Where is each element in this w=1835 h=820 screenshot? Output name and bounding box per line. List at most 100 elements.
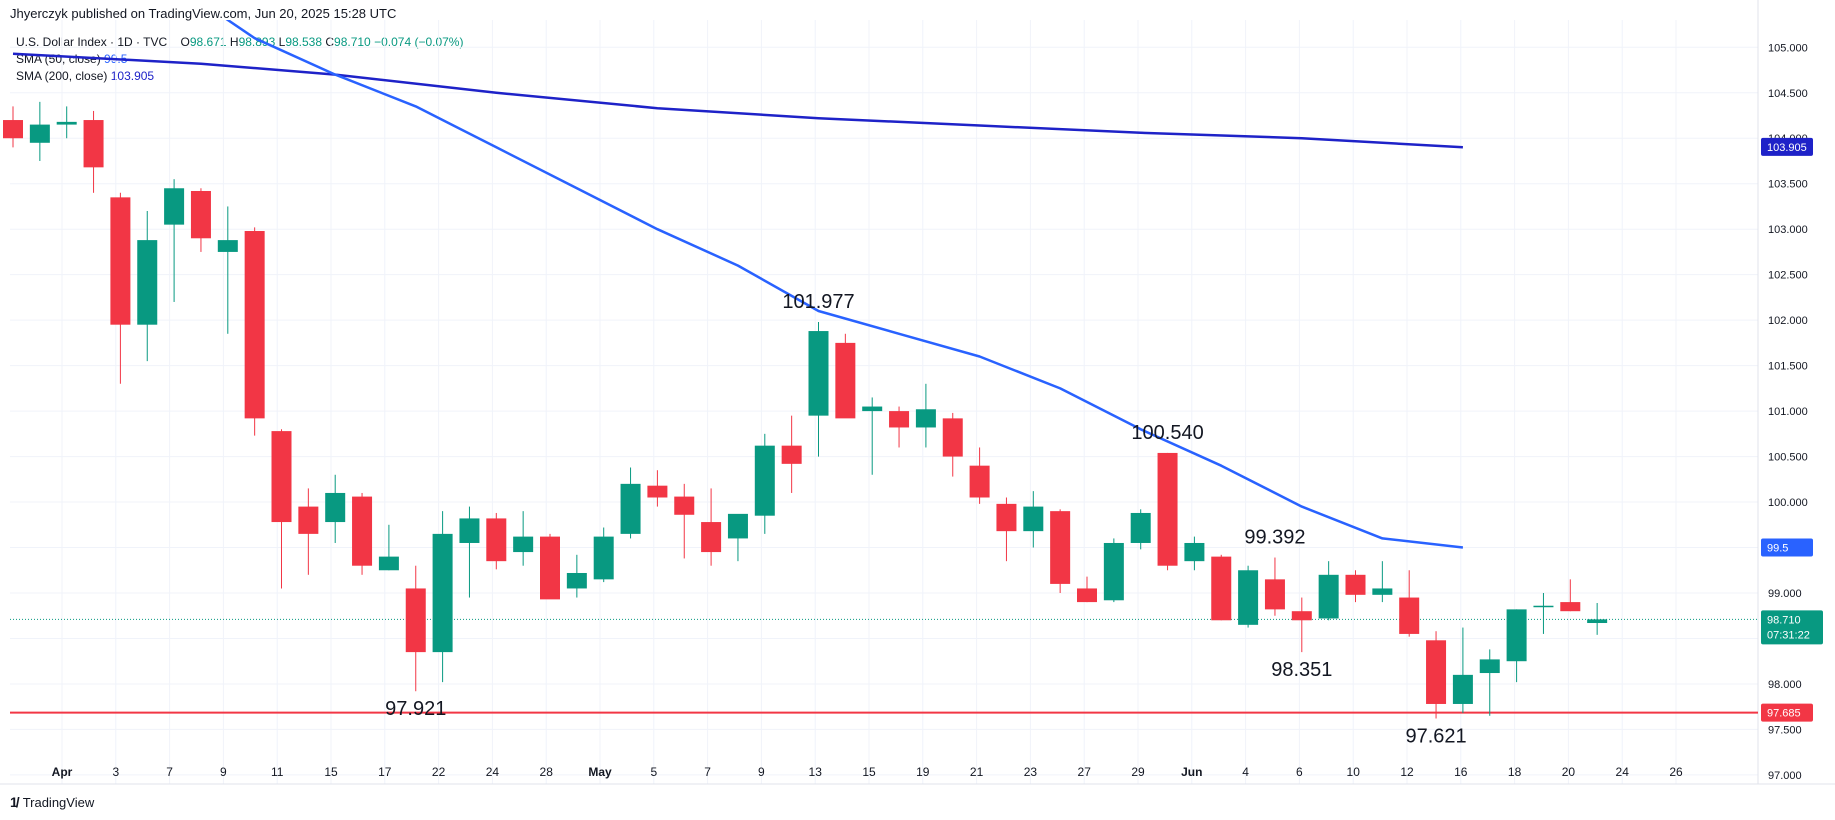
candle — [969, 447, 990, 504]
candle — [808, 321, 829, 457]
candle-body — [378, 556, 399, 571]
candle — [647, 470, 668, 507]
candle — [701, 488, 722, 566]
price-tick-label: 102.500 — [1768, 270, 1808, 282]
price-tick-label: 101.500 — [1768, 361, 1808, 373]
candle — [1264, 557, 1285, 616]
candle-body — [1345, 574, 1366, 595]
candle-body — [727, 513, 748, 539]
candle-body — [835, 342, 856, 419]
price-tick-label: 103.500 — [1768, 179, 1808, 191]
sma-lines — [12, 20, 1464, 549]
candle-body — [754, 445, 775, 516]
tradingview-logo: 1/ TradingView — [10, 794, 94, 810]
candle-body — [432, 533, 453, 653]
candle — [1077, 576, 1097, 603]
price-tick-label: 104.500 — [1768, 88, 1808, 100]
candle — [352, 492, 373, 575]
candle-body — [1157, 452, 1178, 566]
candle-body — [190, 190, 211, 239]
price-tick-label: 102.000 — [1768, 315, 1808, 327]
sma200-value: 103.905 — [110, 69, 155, 83]
time-tick-label: 29 — [1131, 765, 1145, 779]
candle-body — [298, 506, 319, 534]
candle — [1184, 536, 1205, 571]
candle-body — [969, 465, 990, 498]
price-annotation: 98.351 — [1271, 659, 1332, 681]
tradingview-logo-icon: 1/ — [10, 794, 20, 810]
candle — [164, 179, 185, 302]
candle-body — [862, 406, 883, 412]
change-value: −0.074 (−0.07%) — [374, 35, 464, 49]
sma50-price-tag: 99.5 — [1767, 543, 1788, 555]
candle — [1399, 570, 1420, 637]
candle — [1587, 603, 1608, 635]
time-tick-label: 24 — [1616, 765, 1630, 779]
candle-body — [137, 240, 158, 325]
time-tick-label: Jun — [1181, 765, 1202, 779]
sma200-line — [12, 52, 1463, 149]
candle-body — [674, 496, 695, 515]
high-label: H — [229, 35, 239, 49]
candle-body — [540, 536, 560, 600]
candle — [244, 227, 265, 436]
candle-body — [83, 120, 104, 168]
candle-body — [566, 572, 587, 589]
candle — [110, 192, 131, 384]
time-tick-label: 27 — [1078, 765, 1092, 779]
candle-body — [1211, 556, 1232, 621]
candle-body — [942, 418, 963, 457]
candle — [540, 533, 560, 600]
candle-body — [405, 588, 426, 653]
candle — [1452, 627, 1473, 714]
support-price-tag-bg — [1761, 703, 1813, 722]
candle — [217, 206, 238, 334]
candle — [1372, 561, 1393, 603]
candle — [325, 474, 346, 543]
grid — [10, 20, 1758, 784]
time-tick-label: 19 — [916, 765, 930, 779]
candle — [942, 412, 963, 477]
candle — [1130, 509, 1151, 550]
candle-body — [271, 431, 292, 523]
candle — [271, 429, 292, 589]
candle — [1023, 491, 1044, 548]
candle — [862, 397, 883, 475]
candle-body — [593, 536, 614, 580]
candle-body — [781, 445, 802, 464]
candle-body — [1184, 542, 1205, 562]
candle — [1506, 609, 1527, 683]
candle-body — [1264, 579, 1285, 610]
time-tick-label: 5 — [650, 765, 657, 779]
time-tick-label: 11 — [271, 765, 284, 779]
candle-body — [513, 536, 534, 553]
candle — [593, 527, 614, 583]
sma50-line — [225, 20, 1464, 549]
candle — [83, 110, 104, 193]
candle — [835, 333, 856, 419]
candle — [1211, 554, 1232, 621]
time-tick-label: 23 — [1024, 765, 1038, 779]
candle-body — [1103, 542, 1124, 601]
candle — [1050, 509, 1071, 593]
time-tick-label: 3 — [112, 765, 119, 779]
candle-body — [915, 409, 936, 428]
candle-body — [1372, 588, 1393, 595]
tradingview-brand: TradingView — [22, 794, 95, 810]
time-tick-label: 20 — [1562, 765, 1576, 779]
candle-body — [1050, 511, 1071, 584]
time-tick-label: 26 — [1669, 765, 1683, 779]
time-tick-label: 9 — [758, 765, 765, 779]
candle-body — [1426, 640, 1447, 704]
price-tick-label: 105.000 — [1768, 42, 1808, 54]
symbol-label[interactable]: U.S. Dollar Index · 1D · TVC — [16, 35, 168, 49]
candle — [1238, 565, 1259, 628]
candles — [3, 101, 1608, 719]
candle — [190, 188, 211, 252]
time-tick-label: 10 — [1347, 765, 1361, 779]
price-annotation: 99.392 — [1244, 526, 1305, 548]
time-tick-label: 15 — [324, 765, 338, 779]
close-label: C — [325, 35, 335, 49]
sma200-price-tag-bg — [1761, 137, 1813, 156]
